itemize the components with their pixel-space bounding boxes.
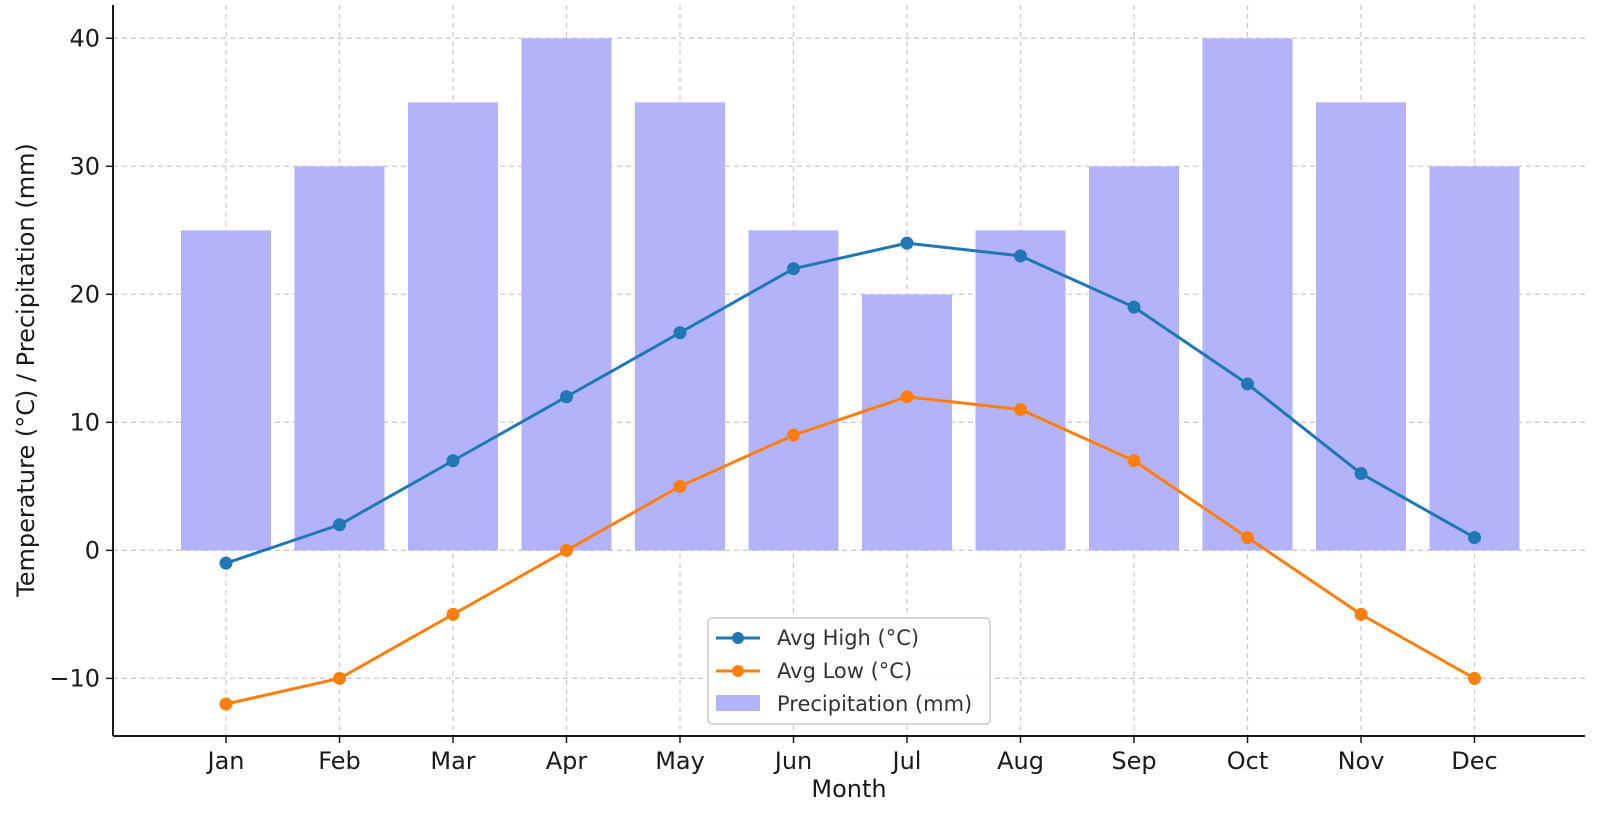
point-avg-low-c-jan <box>219 697 233 711</box>
x-tick-label: Feb <box>318 747 361 775</box>
line-avg-low-c <box>225 395 1476 706</box>
point-avg-high-c-may <box>673 326 687 340</box>
point-avg-high-c-jan <box>219 556 233 570</box>
point-avg-low-c-apr <box>560 543 573 557</box>
point-avg-high-c-apr <box>560 390 573 404</box>
legend-marker-avg-low <box>732 665 744 677</box>
bar-precipitation-oct <box>1202 38 1293 551</box>
legend-swatch-precipitation <box>716 695 760 711</box>
x-tick-label: Jun <box>773 747 813 775</box>
point-avg-high-c-dec <box>1468 531 1481 545</box>
point-avg-high-c-jun <box>787 262 800 276</box>
bar-precipitation-sep <box>1089 166 1179 551</box>
y-axis-title: Temperature (°C) / Precipitation (mm) <box>12 143 40 598</box>
x-ticks: Jan Feb Mar Apr May Jun Jul Aug Sep Oct Nov Dec <box>206 736 1498 775</box>
point-avg-high-c-oct <box>1241 377 1254 391</box>
point-avg-low-c-may <box>673 479 687 493</box>
bar-precipitation-feb <box>294 166 385 551</box>
bar-precipitation-aug <box>975 230 1066 551</box>
point-avg-high-c-aug <box>1014 249 1027 263</box>
x-tick-label: Sep <box>1111 747 1156 775</box>
bar-precipitation-apr <box>521 38 612 551</box>
legend: Avg High (°C) Avg Low (°C) Precipitation… <box>707 617 991 725</box>
axes <box>112 5 1585 737</box>
x-tick-label: Mar <box>430 747 475 775</box>
point-avg-high-c-feb <box>333 518 346 532</box>
bar-precipitation-jul <box>862 294 952 551</box>
legend-marker-avg-high <box>732 632 744 644</box>
bar-precipitation-jun <box>748 230 839 551</box>
y-tick-label: 30 <box>69 152 100 180</box>
x-tick-label: Nov <box>1338 747 1385 775</box>
point-avg-high-c-jul <box>900 236 914 250</box>
point-avg-low-c-feb <box>333 671 346 685</box>
line-avg-high-c <box>225 241 1476 565</box>
y-tick-label: −10 <box>49 664 100 692</box>
x-tick-label: Oct <box>1227 747 1269 775</box>
legend-label-avg-low: Avg Low (°C) <box>777 659 912 683</box>
y-tick-label: 40 <box>69 24 100 52</box>
temperature-lines <box>219 236 1481 711</box>
point-avg-low-c-oct <box>1241 531 1254 545</box>
x-tick-label: Jul <box>891 747 922 775</box>
bar-precipitation-dec <box>1429 166 1520 551</box>
y-tick-label: 20 <box>69 280 100 308</box>
x-tick-label: Jan <box>206 747 245 775</box>
legend-box <box>707 617 991 725</box>
point-avg-low-c-sep <box>1127 454 1141 468</box>
point-avg-low-c-jul <box>900 390 914 404</box>
precipitation-bars <box>181 38 1520 551</box>
bar-precipitation-mar <box>408 102 498 551</box>
x-tick-label: Aug <box>997 747 1044 775</box>
x-axis-title: Month <box>811 775 886 803</box>
point-avg-low-c-jun <box>787 428 800 442</box>
point-avg-low-c-nov <box>1354 607 1368 621</box>
point-avg-high-c-mar <box>446 454 460 468</box>
point-avg-high-c-sep <box>1127 300 1141 314</box>
y-tick-label: 10 <box>69 408 100 436</box>
point-avg-high-c-nov <box>1354 467 1368 481</box>
legend-label-avg-high: Avg High (°C) <box>777 626 919 650</box>
point-avg-low-c-dec <box>1468 671 1481 685</box>
x-tick-label: Dec <box>1451 747 1497 775</box>
x-tick-label: Apr <box>546 747 588 775</box>
y-tick-label: 0 <box>85 536 100 564</box>
bar-precipitation-jan <box>181 230 271 551</box>
y-ticks: −10 0 10 20 30 40 <box>49 24 113 692</box>
point-avg-low-c-mar <box>446 607 460 621</box>
legend-label-precipitation: Precipitation (mm) <box>777 692 972 716</box>
point-avg-low-c-aug <box>1014 403 1027 417</box>
x-tick-label: May <box>655 747 705 775</box>
bar-precipitation-nov <box>1316 102 1406 551</box>
